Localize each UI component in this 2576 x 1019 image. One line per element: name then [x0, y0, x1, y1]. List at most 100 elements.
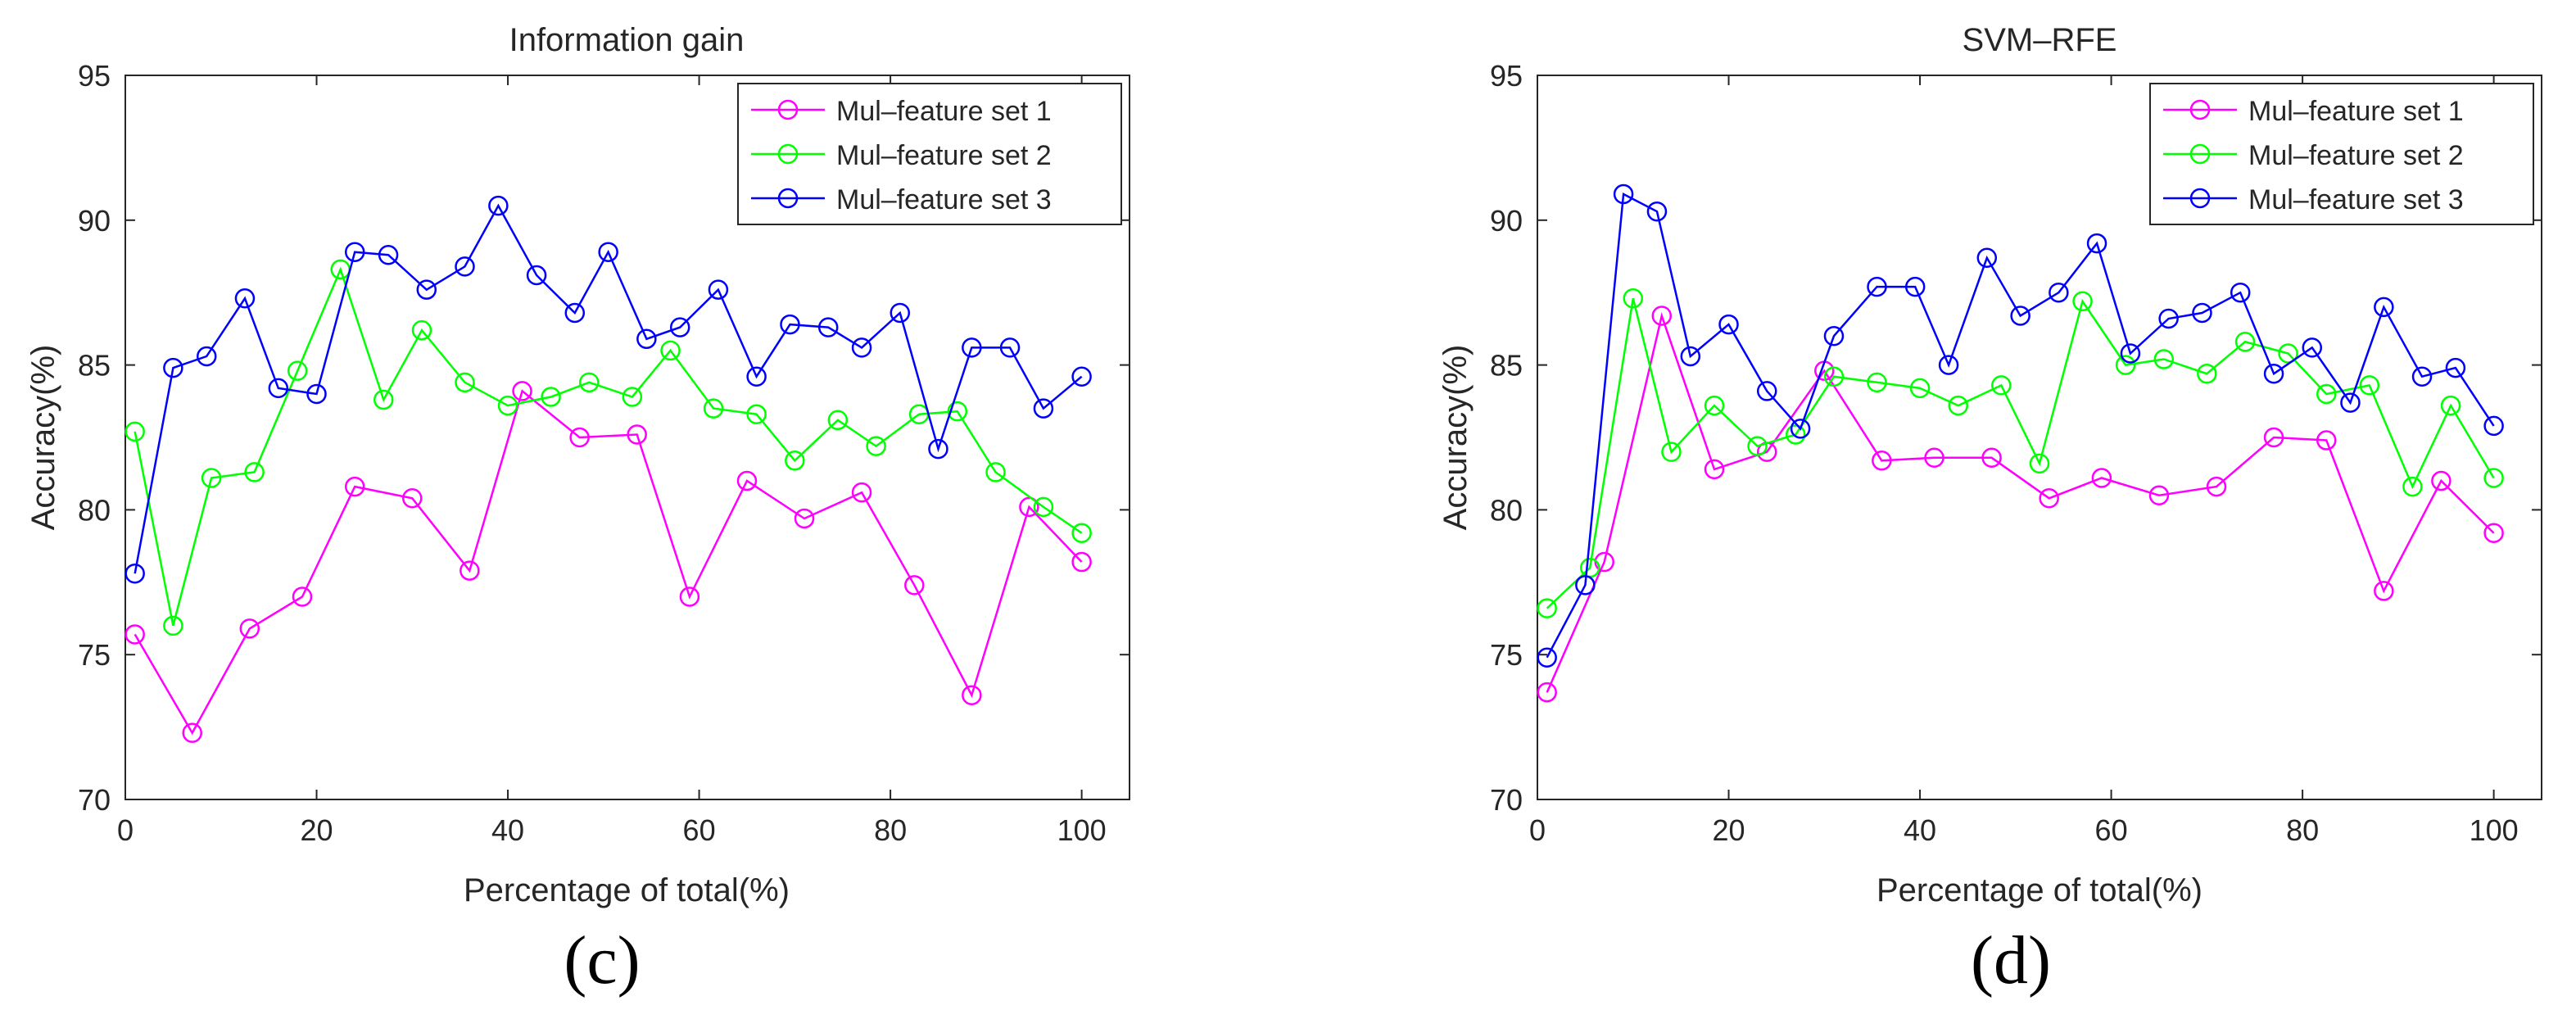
- legend-marker: [777, 188, 799, 209]
- data-point: [2316, 430, 2337, 451]
- data-point: [851, 337, 872, 358]
- legend-marker: [777, 143, 799, 165]
- data-point: [1786, 424, 1806, 445]
- y-tick-label: 90: [1490, 204, 1523, 238]
- data-point: [866, 436, 886, 456]
- y-tick-label: 80: [78, 493, 111, 527]
- legend-label: Mul–feature set 1: [2248, 96, 2464, 127]
- data-point: [182, 722, 202, 743]
- legend-marker: [2189, 188, 2211, 209]
- data-point: [746, 366, 767, 387]
- data-point: [268, 378, 289, 399]
- data-point: [1680, 346, 1701, 367]
- y-tick-label: 75: [1490, 638, 1523, 672]
- data-point: [1033, 496, 1054, 518]
- data-point: [1823, 366, 1845, 387]
- data-point: [488, 195, 509, 216]
- data-point: [1867, 276, 1887, 297]
- data-point: [234, 288, 256, 309]
- data-point: [1623, 288, 1644, 309]
- data-point: [344, 242, 365, 262]
- data-point: [1537, 682, 1557, 703]
- data-point: [526, 265, 547, 286]
- data-point: [703, 398, 724, 419]
- data-point: [746, 404, 767, 424]
- series-line-1: [134, 389, 1083, 736]
- data-point: [2278, 343, 2298, 364]
- data-point: [541, 387, 561, 407]
- data-point: [2086, 233, 2107, 254]
- data-point: [579, 372, 600, 393]
- data-point: [2316, 383, 2337, 405]
- data-point: [1575, 575, 1596, 596]
- data-point: [2483, 415, 2504, 437]
- data-point: [2120, 343, 2141, 364]
- data-point: [2206, 476, 2227, 497]
- data-point: [1651, 306, 1673, 326]
- legend-marker: [2189, 143, 2211, 165]
- y-tick-label: 85: [1490, 349, 1523, 383]
- panel-label-c-group: (c): [564, 922, 640, 999]
- data-point: [669, 317, 690, 337]
- data-point: [962, 685, 982, 705]
- data-point: [497, 395, 518, 416]
- x-tick-label: 100: [2470, 813, 2519, 847]
- data-point: [1718, 314, 1739, 335]
- data-point: [708, 279, 729, 300]
- data-point: [817, 317, 839, 337]
- data-point: [2374, 581, 2394, 601]
- data-point: [851, 482, 872, 503]
- data-point: [569, 427, 590, 448]
- y-tick-label: 80: [1490, 493, 1523, 527]
- data-point: [890, 302, 911, 324]
- data-point: [1976, 247, 1998, 269]
- data-point: [1867, 372, 1887, 393]
- panel-label-c: (c): [564, 922, 640, 999]
- x-tick-label: 60: [683, 813, 716, 847]
- x-tick-label: 80: [2286, 813, 2319, 847]
- data-point: [2340, 392, 2361, 413]
- y-tick-label: 75: [78, 638, 111, 672]
- data-point: [794, 508, 815, 529]
- data-point: [2049, 282, 2069, 303]
- data-point: [460, 560, 480, 581]
- data-point: [2148, 485, 2170, 505]
- x-tick-label: 0: [117, 813, 134, 847]
- data-point: [627, 424, 647, 445]
- data-point: [1704, 459, 1725, 480]
- panel-label-d-group: (d): [1971, 922, 2051, 999]
- data-point: [1646, 201, 1668, 222]
- data-point: [598, 242, 618, 262]
- y-tick-label: 70: [1490, 783, 1523, 817]
- data-point: [2445, 357, 2466, 378]
- data-point: [1661, 442, 1682, 462]
- data-point: [1981, 447, 2002, 469]
- y-tick-label: 90: [78, 204, 111, 238]
- data-point: [2115, 355, 2136, 375]
- x-tick-label: 20: [301, 813, 333, 847]
- data-point: [2483, 468, 2504, 488]
- data-point: [2302, 337, 2323, 358]
- data-point: [2230, 282, 2251, 303]
- series-line-3: [134, 203, 1083, 574]
- data-point: [292, 586, 313, 607]
- data-point: [287, 360, 308, 381]
- data-point: [306, 383, 327, 405]
- data-point: [2440, 395, 2461, 416]
- data-point: [1991, 375, 2012, 396]
- y-axis-label: Accuracy(%): [1437, 345, 1474, 531]
- data-point: [928, 438, 948, 460]
- series-line-2: [134, 266, 1083, 627]
- data-point: [2431, 470, 2452, 491]
- data-point: [455, 256, 475, 277]
- data-point: [2192, 302, 2212, 324]
- y-tick-label: 85: [78, 349, 111, 383]
- chart-title: Information gain: [509, 22, 745, 58]
- data-point: [2359, 375, 2380, 396]
- series-line-3: [1546, 192, 2495, 659]
- x-tick-label: 0: [1529, 813, 1546, 847]
- series-line-2: [1546, 297, 2495, 609]
- data-point: [1909, 378, 1931, 399]
- legend-label: Mul–feature set 3: [2248, 184, 2464, 215]
